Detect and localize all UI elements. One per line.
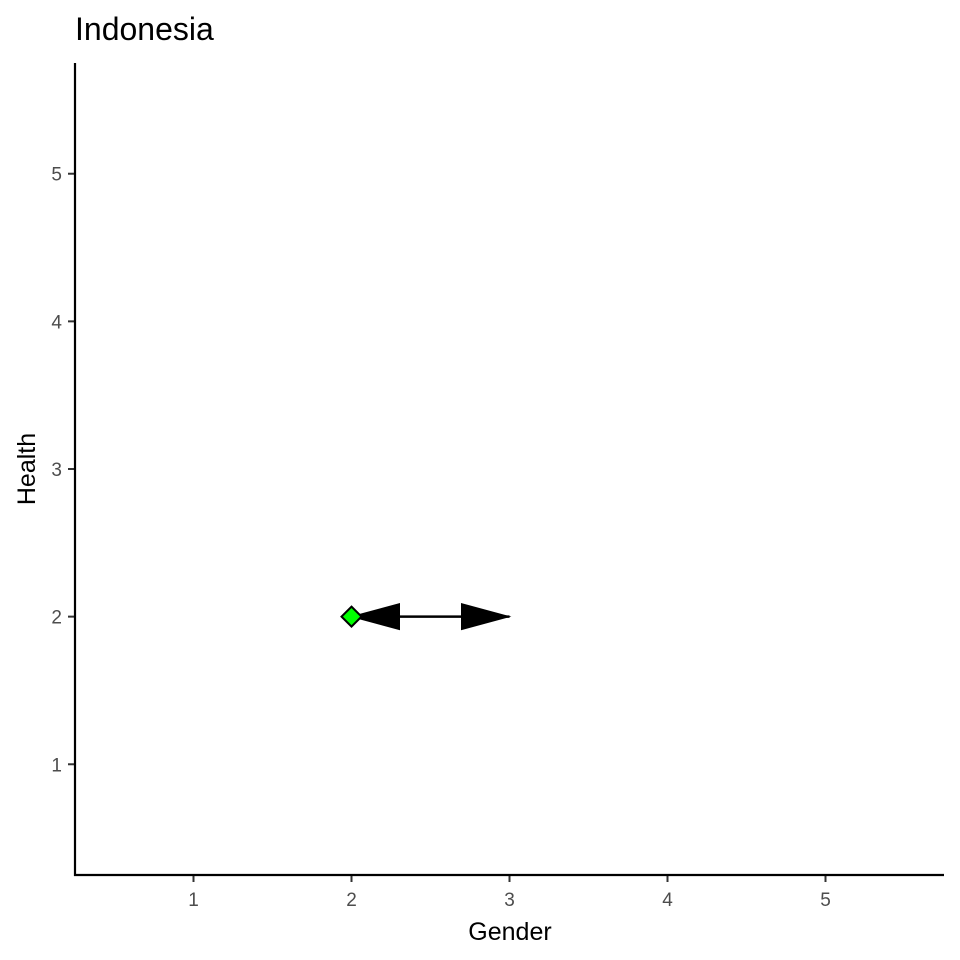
arrow-head-start xyxy=(349,602,400,631)
x-tick-label: 1 xyxy=(188,890,199,911)
chart-title: Indonesia xyxy=(75,11,214,47)
x-tick-label: 2 xyxy=(346,890,357,911)
y-tick-label: 1 xyxy=(51,755,62,776)
ticks-layer: 1 2 3 4 5 1 2 3 4 5 xyxy=(51,165,830,911)
x-tick-label: 4 xyxy=(662,890,673,911)
y-tick-label: 3 xyxy=(51,460,62,481)
x-tick-label: 5 xyxy=(820,890,831,911)
y-tick-label: 4 xyxy=(51,312,62,333)
arrow-head-end xyxy=(461,602,512,631)
y-tick-label: 2 xyxy=(51,608,62,629)
y-axis-title: Health xyxy=(13,433,41,505)
data-point xyxy=(340,605,363,629)
y-tick-label: 5 xyxy=(51,165,62,186)
x-tick-label: 3 xyxy=(504,890,515,911)
marks-layer xyxy=(340,602,512,631)
x-axis-title: Gender xyxy=(468,918,551,946)
